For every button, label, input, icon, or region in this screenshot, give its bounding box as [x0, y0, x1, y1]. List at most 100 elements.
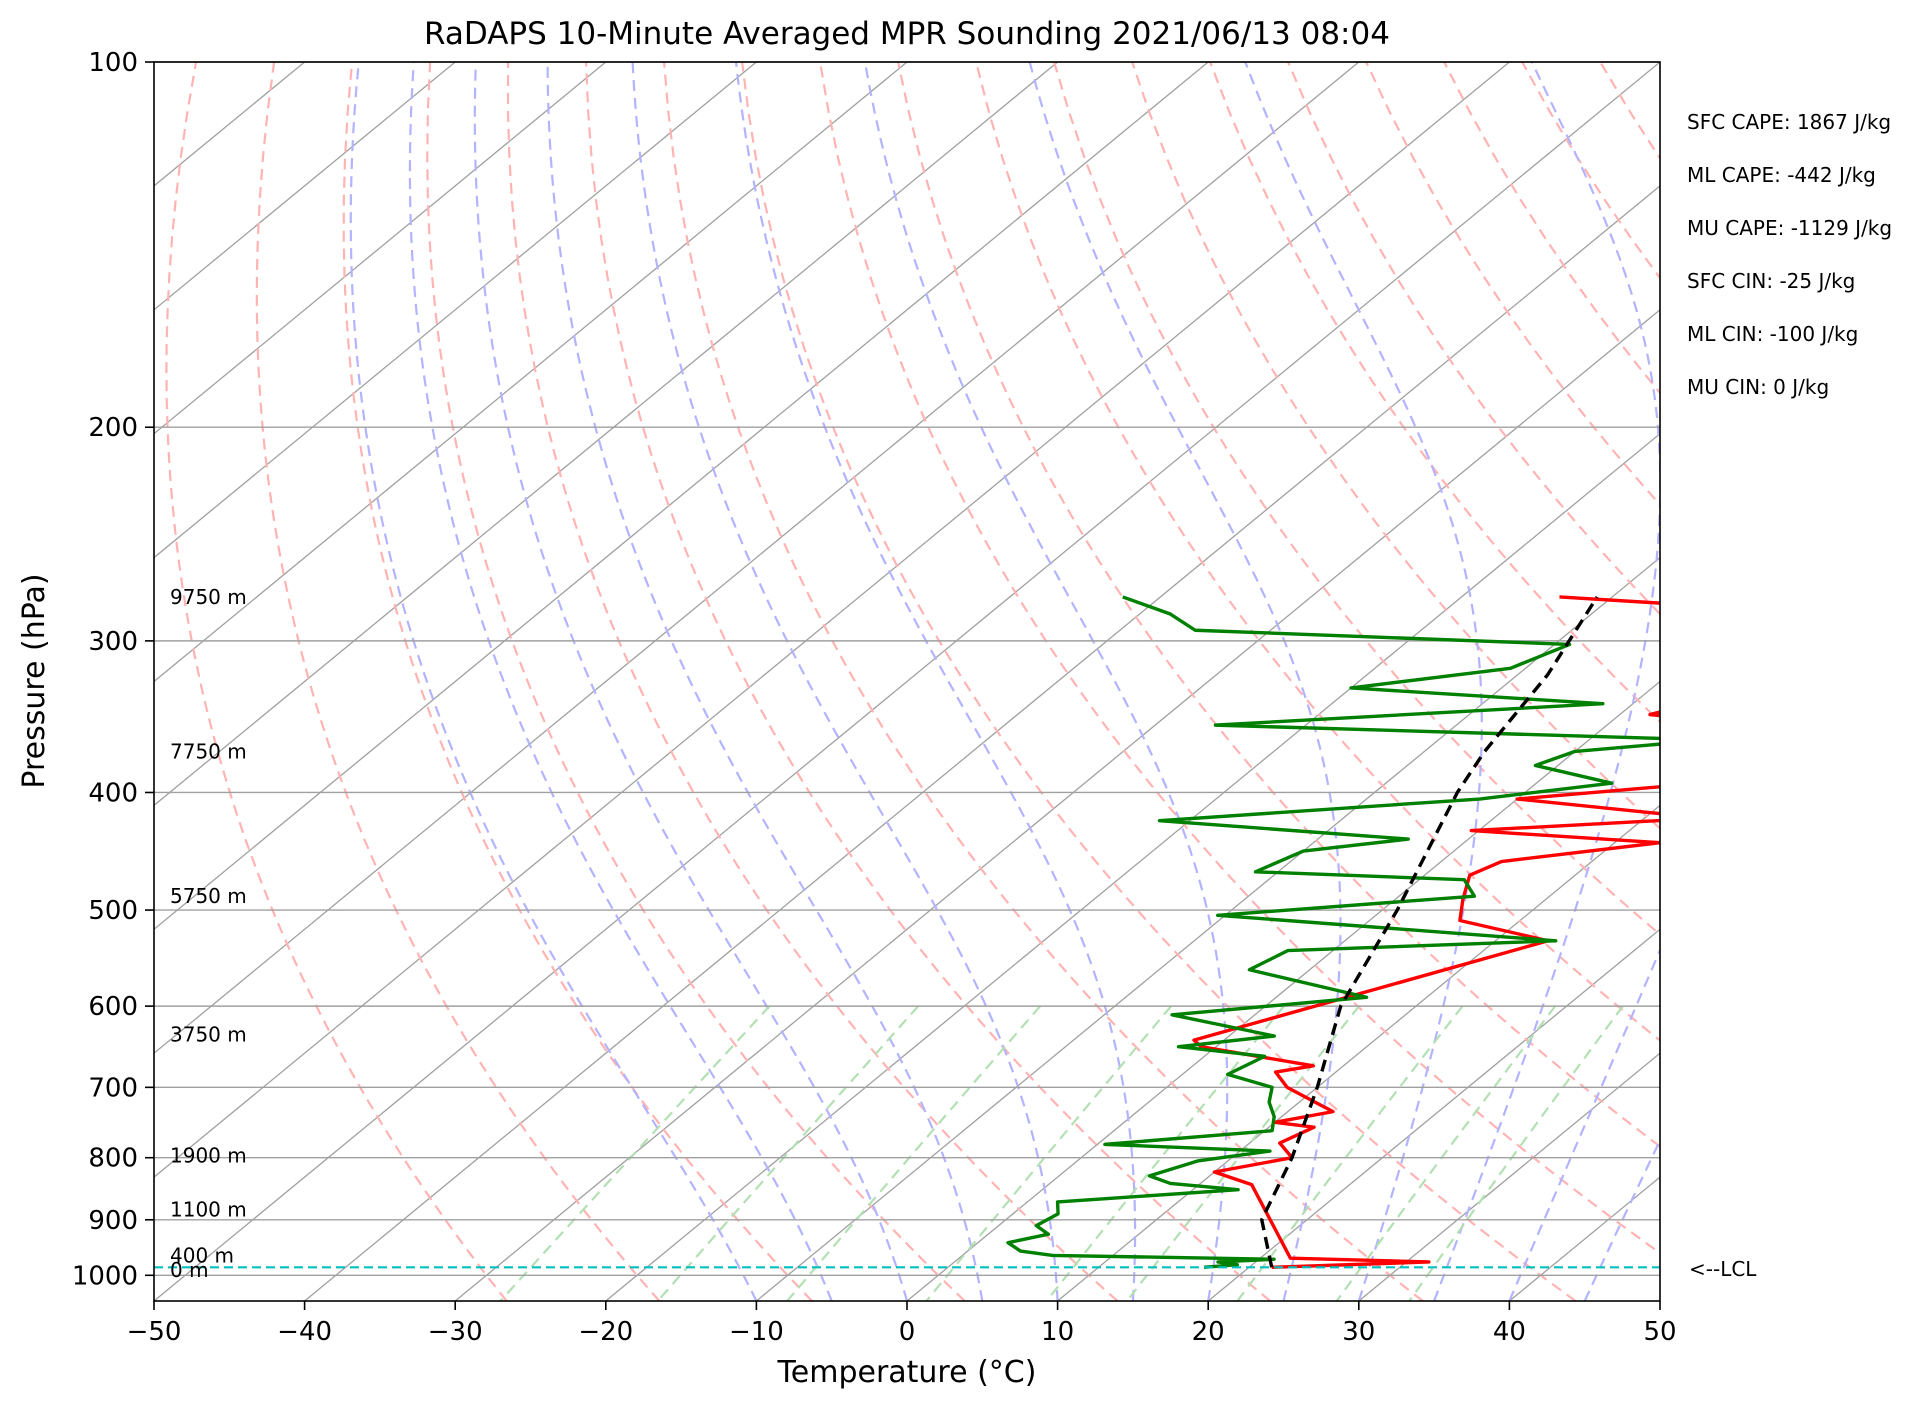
- y-tick-label: 800: [88, 1144, 138, 1174]
- stat-line: SFC CIN: -25 J/kg: [1687, 269, 1855, 293]
- y-tick-label: 100: [88, 48, 138, 78]
- x-tick-label: 0: [899, 1317, 916, 1347]
- moist-adiabat-line: [631, 62, 1059, 1301]
- moist-adiabat-line: [473, 62, 909, 1301]
- mixing-ratio-line: [499, 1005, 771, 1301]
- y-tick-label: 400: [88, 778, 138, 808]
- x-tick-label: −30: [428, 1317, 483, 1347]
- stat-line: ML CIN: -100 J/kg: [1687, 322, 1858, 346]
- dry-adiabat-line: [165, 62, 508, 1301]
- stat-line: MU CIN: 0 J/kg: [1687, 375, 1829, 399]
- x-tick-label: 50: [1643, 1317, 1676, 1347]
- y-tick-label: 900: [88, 1206, 138, 1236]
- dry-adiabat-line: [975, 62, 1660, 1042]
- height-label: 7750 m: [170, 739, 247, 763]
- isotherm-line: [154, 62, 607, 435]
- height-label: 9750 m: [170, 585, 247, 609]
- height-label: 5750 m: [170, 884, 247, 908]
- dry-adiabat-line: [663, 62, 1424, 1301]
- x-tick-label: −10: [729, 1317, 784, 1347]
- dry-adiabat-line: [584, 62, 1271, 1301]
- isotherm-line: [454, 308, 1660, 1301]
- dry-adiabat-line: [1131, 62, 1660, 830]
- lcl-label: <--LCL: [1689, 1257, 1757, 1281]
- height-label: 1900 m: [170, 1144, 247, 1168]
- stat-line: MU CAPE: -1129 J/kg: [1687, 216, 1892, 240]
- dry-adiabat-line: [741, 62, 1577, 1301]
- moist-adiabat-line: [1508, 947, 1660, 1301]
- isotherm-line: [154, 62, 1660, 1301]
- dewpoint-profile-line: [1006, 595, 1660, 1270]
- x-tick-label: 10: [1041, 1317, 1074, 1347]
- moist-adiabat-line: [1583, 1137, 1660, 1301]
- y-axis-title: Pressure (hPa): [17, 573, 52, 788]
- moist-adiabat-line: [408, 62, 833, 1301]
- height-label: 1100 m: [170, 1198, 247, 1222]
- dry-adiabat-line: [1053, 62, 1660, 936]
- dry-adiabat-line: [506, 62, 1119, 1301]
- x-axis-ticks: −50 −40 −30 −20 −10 0 10 20 30 40 50: [127, 1301, 1677, 1347]
- x-tick-label: −40: [277, 1317, 332, 1347]
- mixing-ratio-line: [1045, 1005, 1285, 1301]
- isotherm-line: [1358, 1052, 1660, 1301]
- y-tick-label: 600: [88, 992, 138, 1022]
- y-axis-ticks: 100 200 300 400 500 600 700 800 900 1000: [72, 48, 154, 1291]
- moist-adiabat-line: [734, 62, 1137, 1301]
- chart-title: RaDAPS 10-Minute Averaged MPR Sounding 2…: [424, 16, 1390, 52]
- stats-panel: SFC CAPE: 1867 J/kg ML CAPE: -442 J/kg MU …: [1687, 110, 1892, 399]
- y-tick-label: 700: [88, 1073, 138, 1103]
- isotherm-line: [304, 185, 1660, 1301]
- temperature-profile-line: [1192, 595, 1660, 1270]
- isotherm-line: [906, 680, 1660, 1301]
- dry-adiabat-line: [819, 62, 1660, 1255]
- stat-line: SFC CAPE: 1867 J/kg: [1687, 110, 1891, 134]
- mixing-ratio-line: [925, 1005, 1172, 1301]
- moist-adiabat-line: [1244, 62, 1483, 1301]
- background-lines-group: [154, 62, 1660, 1301]
- x-axis-title: Temperature (°C): [777, 1355, 1037, 1390]
- y-tick-label: 500: [88, 896, 138, 926]
- height-label: 3750 m: [170, 1022, 247, 1046]
- stat-line: ML CAPE: -442 J/kg: [1687, 163, 1876, 187]
- height-labels: 9750 m 7750 m 5750 m 3750 m 1900 m 1100 m 400 …: [170, 585, 247, 1282]
- isotherm-line: [1057, 804, 1660, 1301]
- isotherm-line: [154, 62, 1360, 1055]
- x-tick-label: 30: [1342, 1317, 1375, 1347]
- moist-adiabat-line: [349, 62, 758, 1301]
- height-label: 400 m: [170, 1243, 234, 1267]
- isotherm-line: [154, 62, 1059, 807]
- isotherm-line: [1207, 928, 1660, 1301]
- isotherm-line: [605, 432, 1660, 1301]
- moist-adiabat-line: [546, 62, 984, 1301]
- y-tick-label: 1000: [72, 1261, 138, 1291]
- isotherm-line: [154, 62, 757, 559]
- y-tick-label: 300: [88, 627, 138, 657]
- parcel-profile-line: [1260, 596, 1599, 1268]
- x-tick-label: −50: [127, 1317, 182, 1347]
- dry-adiabat-line: [897, 62, 1660, 1148]
- dry-adiabat-line: [255, 62, 661, 1301]
- mixing-ratio-line: [786, 1005, 1042, 1301]
- x-tick-label: −20: [578, 1317, 633, 1347]
- isotherm-line: [154, 62, 1510, 1178]
- mixing-ratio-line: [1408, 1005, 1624, 1301]
- isotherm-line: [154, 62, 908, 683]
- moist-adiabat-line: [1028, 62, 1342, 1301]
- mixing-ratio-line: [1236, 1005, 1464, 1301]
- x-tick-label: 20: [1192, 1317, 1225, 1347]
- y-tick-label: 200: [88, 413, 138, 443]
- series-group: [154, 595, 1660, 1270]
- dry-adiabat-line: [426, 62, 966, 1301]
- isotherm-line: [154, 62, 1209, 931]
- height-label: 0 m: [170, 1258, 209, 1282]
- isotherm-line: [755, 556, 1660, 1301]
- moist-adiabat-line: [863, 62, 1229, 1301]
- moist-adiabat-line: [1433, 62, 1660, 1301]
- x-tick-label: 40: [1493, 1317, 1526, 1347]
- mixing-ratio-line: [1335, 1005, 1557, 1301]
- mixing-ratio-line: [656, 1005, 920, 1301]
- isotherm-line: [154, 62, 456, 311]
